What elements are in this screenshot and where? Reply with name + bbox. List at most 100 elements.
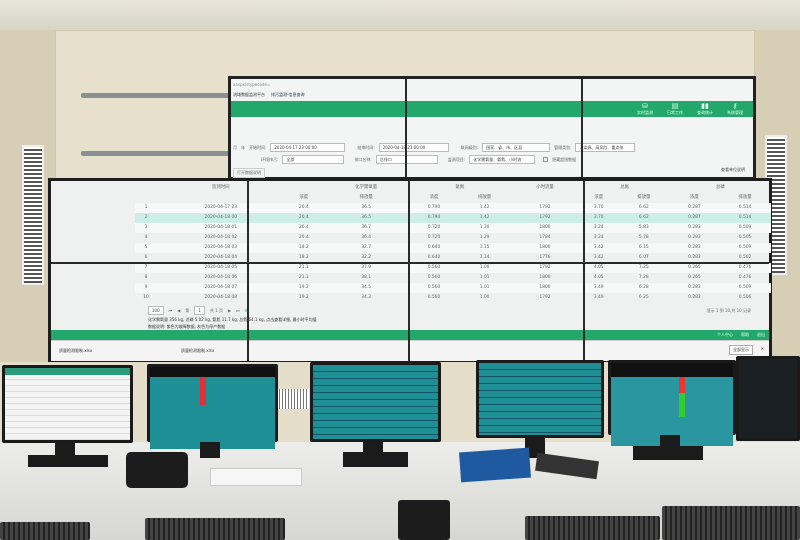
hmi-screen[interactable] <box>150 377 275 449</box>
col-flow: 小时流量 <box>536 185 554 190</box>
table-row[interactable]: 1 2020-04-17 23 20.4 36.5 0.790 1.42 1792 3.70 6… <box>135 203 771 213</box>
nav-label: 日常工作 <box>667 110 683 115</box>
refresh-icon[interactable]: ⟳ <box>245 308 248 313</box>
monitor-hmi-1 <box>310 362 441 442</box>
table-cell: 0.265 <box>688 275 701 280</box>
bookmark-tab[interactable]: 流域数据监测平台 <box>233 92 265 97</box>
table-cell: 2020-04-18 01 <box>156 223 285 233</box>
monitor-base <box>28 455 108 467</box>
table-row[interactable]: 9 2020-04-18 07 19.2 34.5 0.560 1.01 1800 3.49 6… <box>135 283 771 293</box>
download-item[interactable]: 质量检测限制.xlsx <box>181 348 215 353</box>
table-cell: 0.505 <box>738 235 752 240</box>
table-cell: 0.283 <box>669 243 720 253</box>
show-all-button[interactable]: 全部显示 <box>729 345 753 355</box>
table-cell: 0.287 <box>669 203 720 213</box>
table-cell: 0.560 <box>427 295 441 300</box>
nav-realtime[interactable]: ⛁ 实时监测 <box>631 102 659 116</box>
nav-label: 系统管理 <box>727 110 743 115</box>
table-row[interactable]: 2 2020-04-18 00 20.4 36.5 0.790 1.42 1792 3.70 6… <box>135 213 771 223</box>
table-cell: 4.05 <box>579 263 618 273</box>
page-input[interactable]: 1 <box>194 306 205 315</box>
desk-phone[interactable] <box>126 452 188 488</box>
spreadsheet-screen[interactable] <box>5 368 130 440</box>
table-cell: 3.24 <box>593 235 604 240</box>
table-cell: 1.42 <box>458 213 511 223</box>
table-cell: 1.01 <box>458 283 511 293</box>
table-cell: 6 <box>144 255 148 260</box>
mgmt-select[interactable]: 污染源、高风险、重点排 <box>575 143 636 152</box>
user-center-link[interactable]: 个人中心 <box>717 332 733 337</box>
status-screen[interactable] <box>611 377 733 446</box>
bezel-seam <box>408 181 410 361</box>
prev-page-icon[interactable]: ◀ <box>177 308 181 313</box>
table-cell: 0.509 <box>719 243 771 253</box>
hmi-screen[interactable] <box>313 365 438 439</box>
bookmark-tab[interactable]: 排污监测-信息查询 <box>271 92 305 97</box>
table-row[interactable]: 4 2020-04-18 02 20.4 36.4 0.720 1.29 1784 3.24 5… <box>135 233 771 243</box>
table-row[interactable]: 7 2020-04-18 05 21.1 37.9 0.560 1.00 1792 4.05 7… <box>135 263 771 273</box>
keyboard[interactable] <box>662 506 800 540</box>
bezel-seam <box>51 262 769 264</box>
briefcase-icon: ▤ <box>671 102 679 110</box>
table-cell: 10 <box>143 295 149 300</box>
bezel-seam <box>247 181 249 361</box>
desk-phone[interactable] <box>398 500 450 540</box>
nav-daily[interactable]: ▤ 日常工作 <box>661 102 689 116</box>
monitor-hmi-2 <box>476 360 604 438</box>
end-label: 结束时间: <box>357 144 375 150</box>
table-cell: 0.283 <box>688 235 701 240</box>
sub-conc: 浓度 <box>429 195 439 200</box>
table-cell: 2020-04-17 23 <box>156 203 285 213</box>
nav-system[interactable]: ⚷ 系统管理 <box>721 102 749 116</box>
table-cell: 36.4 <box>361 235 372 240</box>
table-cell: 2020-04-18 08 <box>204 295 238 300</box>
table-row[interactable]: 10 2020-04-18 08 19.2 34.3 0.560 1.00 1792 3.49… <box>135 293 771 303</box>
video-wall-bottom: 监测时间 化学需氧量 氨氮 小时流量 总氮 总磷 浓度 排放量 浓度 排放量 浓… <box>48 178 772 364</box>
level-label: 联网级别: <box>460 144 479 150</box>
end-time-input[interactable]: 2020-04-18 23:00:00 <box>378 143 449 152</box>
browser-url[interactable]: aaspx/stypecode= <box>233 82 271 87</box>
table-row[interactable]: 3 2020-04-18 01 20.4 36.7 0.720 1.30 1800 3.24 5… <box>135 223 771 233</box>
monitor-stand <box>200 442 220 458</box>
table-cell: 1800 <box>510 223 580 233</box>
period-month[interactable]: 月 <box>233 144 237 150</box>
table-cell: 3.49 <box>579 283 618 293</box>
period-year[interactable]: 年 <box>241 144 245 150</box>
keyboard[interactable] <box>145 518 285 540</box>
keyboard[interactable] <box>525 516 660 540</box>
nav-stats[interactable]: ▮▮ 查询统计 <box>691 102 719 116</box>
unit-link[interactable]: 查看单位说明 <box>721 167 745 172</box>
bezel-seam <box>583 181 585 361</box>
table-row[interactable]: 5 2020-04-18 03 18.2 32.7 0.640 1.15 1800 3.42 6… <box>135 243 771 253</box>
last-page-icon[interactable]: ⏭ <box>236 308 240 313</box>
col-time[interactable]: 监测时间 <box>212 185 230 190</box>
next-page-icon[interactable]: ▶ <box>227 308 232 313</box>
item-select[interactable]: 化学需氧量、氨氮、小时流 <box>469 155 536 164</box>
table-cell: 6.07 <box>638 255 649 260</box>
table-cell: 36.5 <box>323 213 410 223</box>
env-select[interactable]: 全部 <box>282 155 345 164</box>
electrical-screen[interactable] <box>739 359 797 438</box>
table-cell: 0.506 <box>738 295 752 300</box>
table-row[interactable]: 8 2020-04-18 06 21.1 38.1 0.560 1.01 1800 4.05 7… <box>135 273 771 283</box>
level-select[interactable]: 国家、省、市、区县 <box>482 143 551 152</box>
table-cell: 1800 <box>539 275 551 280</box>
open-notes-button[interactable]: 打开数据说明 <box>233 168 265 178</box>
help-link[interactable]: 帮助 <box>741 332 749 337</box>
keyboard[interactable] <box>0 522 90 540</box>
start-time-input[interactable]: 2020-04-17 23:00:00 <box>270 143 346 152</box>
close-icon[interactable]: ✕ <box>760 346 764 351</box>
hmi-screen[interactable] <box>479 363 601 435</box>
page-size-select[interactable]: 100 <box>148 306 164 315</box>
hide-checkbox[interactable] <box>543 157 549 162</box>
logout-link[interactable]: 退出 <box>757 332 765 337</box>
first-page-icon[interactable]: ⏮ <box>168 308 173 313</box>
table-row[interactable]: 6 2020-04-18 04 18.2 32.2 0.640 1.14 1776 3.42 6… <box>135 253 771 263</box>
table-cell: 0.283 <box>688 295 701 300</box>
table-cell: 0.476 <box>719 263 771 273</box>
table-cell: 6.62 <box>617 203 670 213</box>
monitor-base <box>343 452 408 467</box>
hide-label: 隐藏超限数据 <box>552 156 577 162</box>
download-item[interactable]: 质量检测限制.xlsx <box>59 348 93 353</box>
nav-label: 查询统计 <box>697 110 713 115</box>
